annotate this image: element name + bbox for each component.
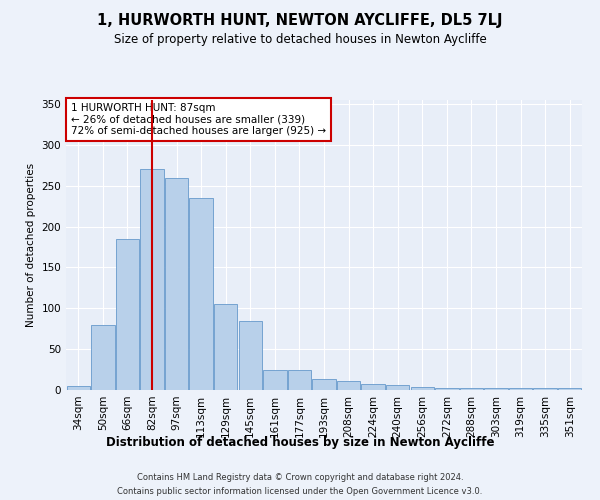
Bar bbox=[435, 388, 458, 390]
Bar bbox=[288, 370, 311, 390]
Bar bbox=[214, 304, 238, 390]
Text: 1 HURWORTH HUNT: 87sqm
← 26% of detached houses are smaller (339)
72% of semi-de: 1 HURWORTH HUNT: 87sqm ← 26% of detached… bbox=[71, 103, 326, 136]
Bar bbox=[67, 386, 90, 390]
Text: 1, HURWORTH HUNT, NEWTON AYCLIFFE, DL5 7LJ: 1, HURWORTH HUNT, NEWTON AYCLIFFE, DL5 7… bbox=[97, 12, 503, 28]
Text: Contains public sector information licensed under the Open Government Licence v3: Contains public sector information licen… bbox=[118, 486, 482, 496]
Bar bbox=[140, 170, 164, 390]
Bar bbox=[337, 381, 360, 390]
Bar bbox=[533, 388, 557, 390]
Y-axis label: Number of detached properties: Number of detached properties bbox=[26, 163, 36, 327]
Bar bbox=[361, 384, 385, 390]
Bar bbox=[509, 388, 532, 390]
Bar bbox=[116, 239, 139, 390]
Bar bbox=[484, 388, 508, 390]
Bar bbox=[460, 388, 483, 390]
Text: Distribution of detached houses by size in Newton Aycliffe: Distribution of detached houses by size … bbox=[106, 436, 494, 449]
Bar bbox=[91, 324, 115, 390]
Bar bbox=[386, 385, 409, 390]
Text: Size of property relative to detached houses in Newton Aycliffe: Size of property relative to detached ho… bbox=[113, 32, 487, 46]
Bar bbox=[263, 370, 287, 390]
Bar bbox=[313, 380, 335, 390]
Bar bbox=[165, 178, 188, 390]
Bar bbox=[239, 320, 262, 390]
Bar bbox=[410, 386, 434, 390]
Bar bbox=[190, 198, 213, 390]
Bar bbox=[558, 388, 581, 390]
Text: Contains HM Land Registry data © Crown copyright and database right 2024.: Contains HM Land Registry data © Crown c… bbox=[137, 473, 463, 482]
